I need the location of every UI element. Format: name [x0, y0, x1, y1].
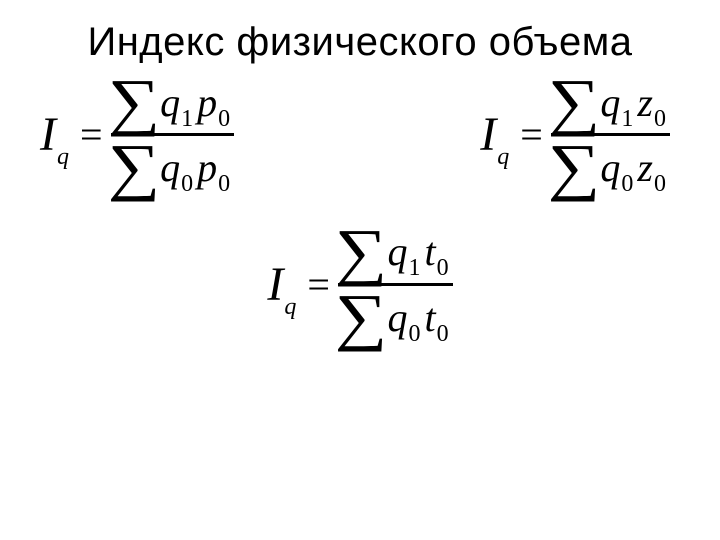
sigma-icon: ∑ — [547, 140, 599, 194]
var-z: z — [637, 79, 653, 126]
numerator: ∑ q 1 z 0 — [551, 75, 670, 129]
sigma-icon: ∑ — [334, 290, 386, 344]
term-t0: t 0 — [425, 228, 453, 275]
var-t: t — [425, 294, 436, 341]
sigma-icon: ∑ — [107, 75, 159, 129]
term-p0: p 0 — [197, 79, 234, 126]
sub-0: 0 — [621, 171, 633, 198]
lhs: I q — [40, 111, 68, 159]
formula-row-bottom: I q = ∑ q 1 t 0 ∑ — [40, 225, 680, 345]
sym-I: I — [480, 111, 496, 159]
sub-q: q — [57, 144, 69, 171]
formula-iq-p: I q = ∑ q 1 p 0 ∑ — [40, 75, 234, 195]
fraction: ∑ q 1 p 0 ∑ q 0 — [111, 75, 235, 195]
sub-0: 0 — [654, 171, 666, 198]
sub-q: q — [284, 294, 296, 321]
term-q1: q 1 — [388, 228, 425, 275]
formula-row-top: I q = ∑ q 1 p 0 ∑ — [40, 75, 680, 195]
var-q: q — [388, 294, 408, 341]
page-title: Индекс физического объема — [40, 20, 680, 65]
sigma-icon: ∑ — [107, 140, 159, 194]
term-q0: q 0 — [160, 144, 197, 191]
slide: Индекс физического объема I q = ∑ q 1 p … — [0, 0, 720, 540]
numerator: ∑ q 1 p 0 — [111, 75, 235, 129]
term-t0: t 0 — [425, 294, 453, 341]
term-q1: q 1 — [600, 79, 637, 126]
sub-1: 1 — [181, 106, 193, 133]
formula-iq-t: I q = ∑ q 1 t 0 ∑ — [267, 225, 452, 345]
var-q: q — [388, 228, 408, 275]
sub-0: 0 — [654, 106, 666, 133]
equals: = — [80, 111, 103, 158]
equals: = — [520, 111, 543, 158]
denominator: ∑ q 0 p 0 — [111, 140, 235, 194]
sym-I: I — [40, 111, 56, 159]
sigma-icon: ∑ — [547, 75, 599, 129]
term-z0: z 0 — [637, 144, 670, 191]
var-p: p — [197, 79, 217, 126]
lhs: I q — [480, 111, 508, 159]
var-t: t — [425, 228, 436, 275]
sub-0: 0 — [409, 321, 421, 348]
denominator: ∑ q 0 t 0 — [338, 290, 453, 344]
equals: = — [307, 261, 330, 308]
term-q0: q 0 — [600, 144, 637, 191]
formula-iq-z: I q = ∑ q 1 z 0 ∑ — [480, 75, 670, 195]
term-q0: q 0 — [388, 294, 425, 341]
sym-I: I — [267, 261, 283, 309]
sub-0: 0 — [218, 106, 230, 133]
var-q: q — [600, 144, 620, 191]
sub-1: 1 — [409, 255, 421, 282]
numerator: ∑ q 1 t 0 — [338, 225, 453, 279]
fraction: ∑ q 1 z 0 ∑ q 0 — [551, 75, 670, 195]
term-q1: q 1 — [160, 79, 197, 126]
term-p0: p 0 — [197, 144, 234, 191]
sub-q: q — [497, 144, 509, 171]
sigma-icon: ∑ — [334, 225, 386, 279]
sub-0: 0 — [437, 321, 449, 348]
sub-0: 0 — [437, 255, 449, 282]
sub-0: 0 — [181, 171, 193, 198]
lhs: I q — [267, 261, 295, 309]
denominator: ∑ q 0 z 0 — [551, 140, 670, 194]
sub-0: 0 — [218, 171, 230, 198]
var-p: p — [197, 144, 217, 191]
var-q: q — [160, 79, 180, 126]
sub-1: 1 — [621, 106, 633, 133]
var-q: q — [160, 144, 180, 191]
fraction: ∑ q 1 t 0 ∑ q 0 — [338, 225, 453, 345]
var-q: q — [600, 79, 620, 126]
term-z0: z 0 — [637, 79, 670, 126]
var-z: z — [637, 144, 653, 191]
